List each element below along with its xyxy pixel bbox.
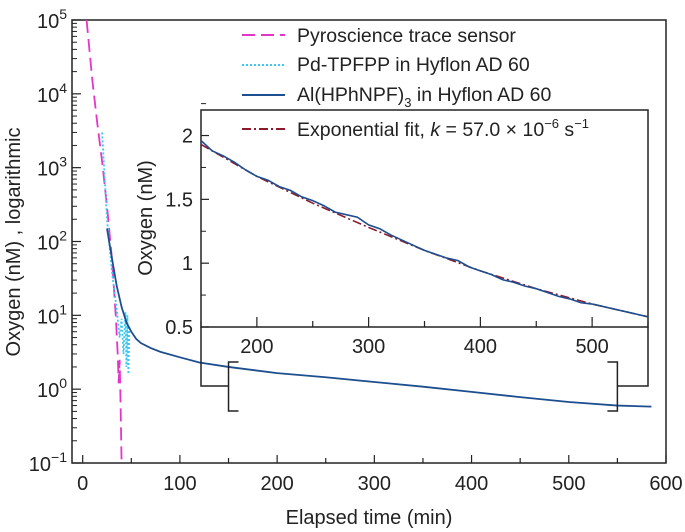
inset-connector-right: [618, 327, 649, 387]
inset-x-tick-label: 500: [575, 336, 608, 358]
y-tick-label: 102: [37, 228, 67, 255]
zoom-bracket-right: [607, 361, 619, 412]
legend-fit-unit-exponent: −1: [574, 116, 589, 131]
x-tick-label: 300: [358, 473, 391, 495]
inset-series-al-hphnpf-3-in-hyflon-ad-60: [200, 140, 649, 318]
series-pd-tpfpp-in-hyflon-ad-60: [101, 132, 131, 375]
inset-y-tick-label: 2: [182, 126, 193, 148]
inset-y-tick-label: 1.5: [165, 189, 193, 211]
inset-series: [200, 140, 649, 318]
x-axis-label: Elapsed time (min): [286, 507, 453, 529]
main-series: [85, 19, 652, 464]
legend-label-pd-tpfpp: Pd-TPFPP in Hyflon AD 60: [297, 54, 530, 76]
inset-x-tick-label: 400: [464, 336, 497, 358]
legend-label-pyroscience: Pyroscience trace sensor: [297, 25, 516, 47]
legend-al-suffix: in Hyflon AD 60: [412, 84, 552, 106]
main-ticks: 0 100 200 300 400 500 60010−110010110210310410…: [29, 6, 683, 495]
inset-plot-frame: [200, 109, 649, 328]
x-tick-label: 200: [260, 473, 293, 495]
x-tick-label: 100: [163, 473, 196, 495]
inset-x-tick-label: 300: [352, 336, 385, 358]
inset-ticks: 200 300 400 500 0.5 1 1.5 2: [165, 103, 649, 358]
legend-fit-value: = 57.0 × 10: [440, 119, 544, 141]
y-tick-label: 100: [37, 375, 67, 402]
inset-y-axis-label: Oxygen (nM): [135, 160, 157, 276]
legend-fit-unit: s: [559, 119, 574, 141]
series-al-hphnpf-3-in-hyflon-ad-60: [106, 228, 652, 408]
zoom-brackets: [200, 327, 649, 412]
x-tick-label: 500: [552, 473, 585, 495]
legend-fit-text: Exponential fit,: [297, 119, 430, 141]
x-tick-label: 0: [77, 473, 88, 495]
x-tick-label: 600: [649, 473, 682, 495]
inset-y-tick-label: 1: [182, 253, 193, 275]
y-axis-label: Oxygen (nM) , logarithmic: [3, 128, 25, 357]
y-tick-label: 101: [37, 301, 67, 328]
zoom-bracket-left: [227, 361, 239, 412]
y-tick-label: 103: [37, 154, 67, 181]
legend: Pyroscience trace sensor Pd-TPFPP in Hyf…: [242, 25, 589, 141]
inset-connector-left: [200, 327, 228, 387]
legend-fit-exponent: −6: [544, 116, 559, 131]
legend-al-subscript: 3: [404, 95, 411, 110]
legend-fit-k: k: [430, 119, 441, 141]
x-tick-label: 400: [455, 473, 488, 495]
y-tick-label: 104: [37, 80, 67, 107]
series-pyroscience-trace-sensor: [85, 19, 123, 464]
legend-al-text: Al(HPhNPF): [297, 84, 404, 106]
legend-label-exp-fit: Exponential fit, k = 57.0 × 10−6 s−1: [297, 116, 589, 141]
legend-label-al-hphnpf: Al(HPhNPF)3 in Hyflon AD 60: [297, 84, 551, 110]
y-tick-label: 105: [37, 6, 67, 33]
y-tick-label: 10−1: [29, 449, 67, 476]
inset-y-tick-label: 0.5: [165, 317, 193, 339]
inset-x-tick-label: 200: [240, 336, 273, 358]
